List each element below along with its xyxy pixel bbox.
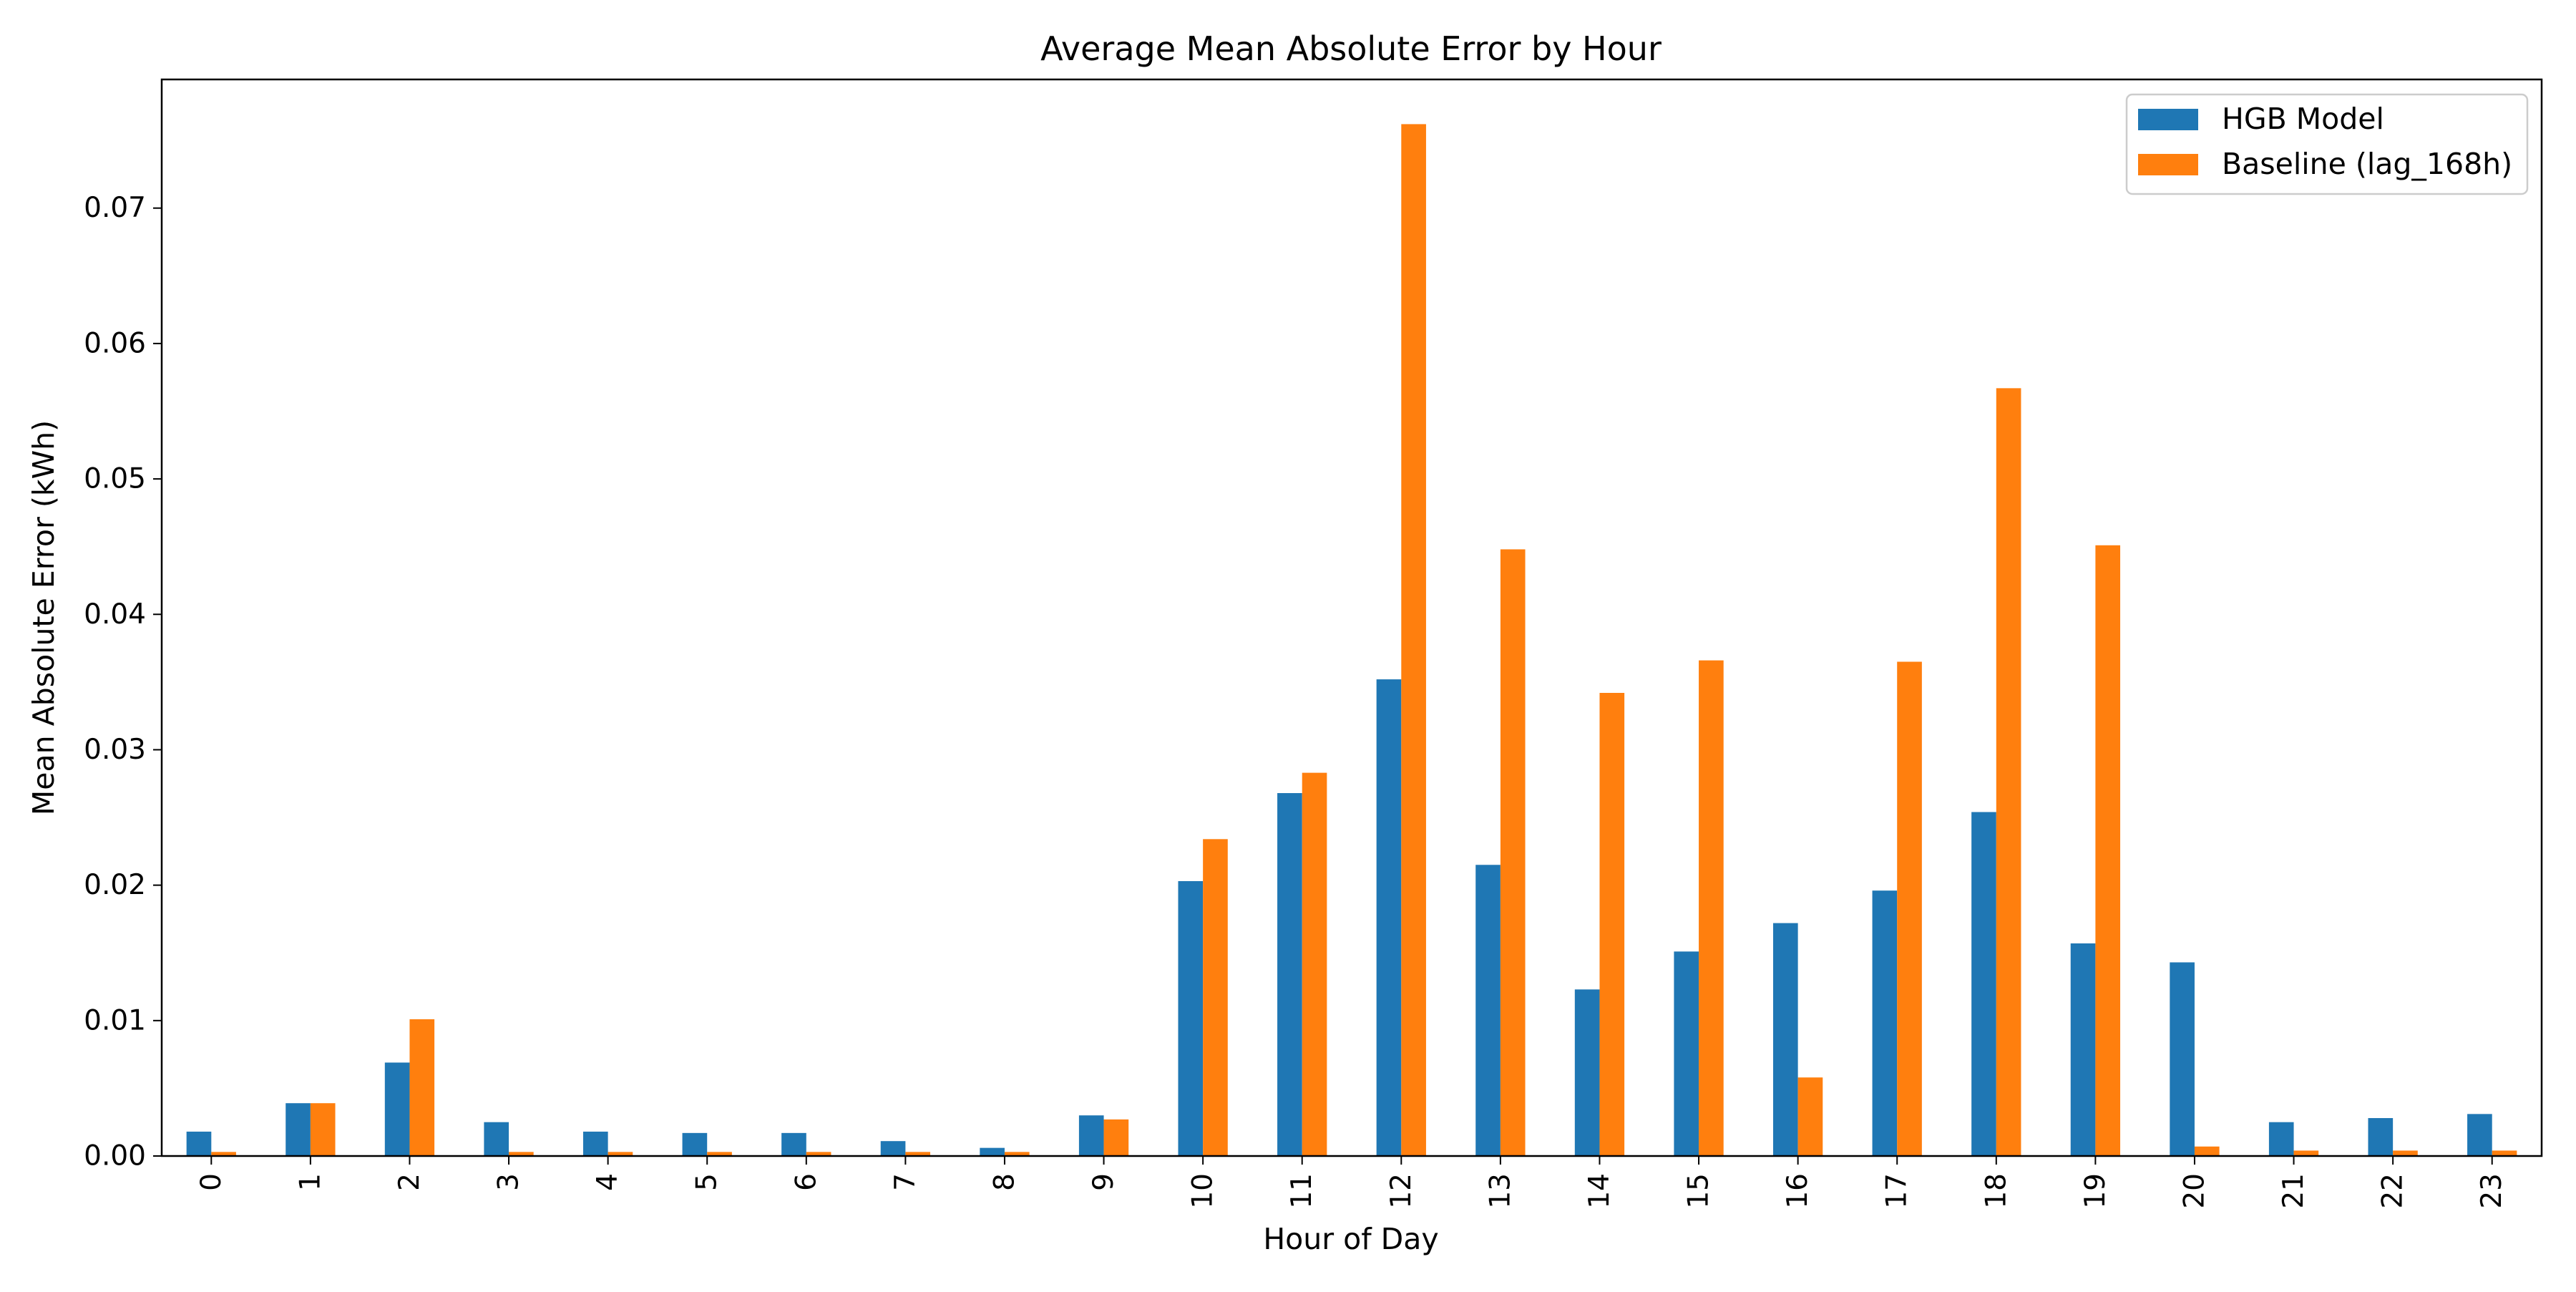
bar-baseline-hour-1 xyxy=(310,1103,336,1156)
bar-baseline-hour-0 xyxy=(211,1152,236,1156)
bar-baseline-hour-23 xyxy=(2492,1150,2517,1156)
x-tick-label: 16 xyxy=(1782,1173,1814,1209)
bar-baseline-hour-16 xyxy=(1797,1077,1823,1156)
bar-hgb-model-hour-4 xyxy=(582,1131,608,1156)
bar-hgb-model-hour-8 xyxy=(980,1147,1005,1156)
plot-frame xyxy=(160,78,2543,1157)
x-tick-label: 7 xyxy=(889,1173,922,1191)
bar-baseline-hour-19 xyxy=(2095,545,2121,1156)
chart-title: Average Mean Absolute Error by Hour xyxy=(1040,29,1662,68)
bar-baseline-hour-17 xyxy=(1897,661,1922,1156)
bar-baseline-hour-13 xyxy=(1500,549,1526,1156)
bar-baseline-hour-3 xyxy=(509,1152,534,1156)
legend-frame xyxy=(2125,93,2529,195)
x-tick-label: 19 xyxy=(2079,1173,2112,1209)
bar-baseline-hour-11 xyxy=(1302,772,1327,1156)
bar-baseline-hour-10 xyxy=(1203,839,1228,1156)
bar-hgb-model-hour-3 xyxy=(484,1122,509,1156)
y-tick-label: 0.03 xyxy=(84,734,146,766)
x-tick-label: 0 xyxy=(195,1173,228,1191)
x-tick-label: 20 xyxy=(2178,1173,2210,1209)
bar-hgb-model-hour-1 xyxy=(286,1103,311,1156)
x-tick-label: 9 xyxy=(1088,1173,1120,1191)
bar-hgb-model-hour-15 xyxy=(1674,951,1699,1156)
legend-swatch-hgb-model xyxy=(2138,109,2198,130)
legend: HGB Model Baseline (lag_168h) xyxy=(2125,93,2529,195)
bar-hgb-model-hour-19 xyxy=(2070,943,2096,1156)
bar-hgb-model-hour-20 xyxy=(2170,962,2195,1156)
bar-hgb-model-hour-18 xyxy=(1971,812,1996,1156)
bars-group xyxy=(186,124,2517,1157)
x-tick-label: 2 xyxy=(394,1173,426,1191)
x-tick-label: 13 xyxy=(1484,1173,1516,1209)
bar-baseline-hour-8 xyxy=(1004,1152,1030,1156)
bar-baseline-hour-4 xyxy=(608,1152,633,1156)
x-tick-label: 5 xyxy=(691,1173,723,1191)
bar-hgb-model-hour-9 xyxy=(1078,1115,1104,1156)
bar-hgb-model-hour-5 xyxy=(682,1132,708,1156)
bar-hgb-model-hour-23 xyxy=(2467,1114,2492,1156)
y-tick-label: 0.00 xyxy=(84,1140,146,1172)
bar-baseline-hour-20 xyxy=(2194,1146,2220,1156)
bar-baseline-hour-18 xyxy=(1996,388,2021,1156)
bar-hgb-model-hour-22 xyxy=(2368,1118,2394,1156)
legend-label-hgb-model: HGB Model xyxy=(2222,102,2384,136)
bar-hgb-model-hour-0 xyxy=(186,1131,212,1156)
y-tick-label: 0.04 xyxy=(84,598,146,631)
bar-hgb-model-hour-6 xyxy=(781,1132,806,1156)
bar-hgb-model-hour-16 xyxy=(1772,923,1798,1156)
bar-baseline-hour-2 xyxy=(409,1019,435,1156)
bar-hgb-model-hour-14 xyxy=(1574,989,1600,1156)
bar-baseline-hour-5 xyxy=(707,1152,732,1156)
bar-baseline-hour-22 xyxy=(2393,1150,2418,1156)
bar-hgb-model-hour-17 xyxy=(1872,890,1898,1156)
y-tick-label: 0.07 xyxy=(84,192,146,224)
x-tick-label: 23 xyxy=(2476,1173,2508,1209)
x-tick-label: 3 xyxy=(493,1173,525,1191)
y-tick-label: 0.02 xyxy=(84,869,146,901)
bar-hgb-model-hour-13 xyxy=(1475,865,1501,1156)
y-axis-label: Mean Absolute Error (kWh) xyxy=(26,420,61,815)
bar-hgb-model-hour-2 xyxy=(384,1062,410,1156)
x-tick-label: 8 xyxy=(988,1173,1020,1191)
y-tick-label: 0.05 xyxy=(84,463,146,495)
y-axis-ticks: 0.00 0.01 0.02 0.03 0.04 0.05 0.06 0.07 xyxy=(84,192,162,1172)
bar-baseline-hour-7 xyxy=(905,1152,931,1156)
bar-baseline-hour-14 xyxy=(1599,693,1625,1156)
x-axis-ticks: 0 1 2 3 4 5 6 7 8 9 10 11 12 13 14 15 16 17 18 19 20 21 22 23 xyxy=(195,1156,2508,1209)
bar-hgb-model-hour-10 xyxy=(1178,880,1204,1156)
bar-baseline-hour-6 xyxy=(806,1152,831,1156)
bar-hgb-model-hour-12 xyxy=(1376,679,1402,1156)
bar-baseline-hour-15 xyxy=(1699,660,1724,1156)
bar-baseline-hour-12 xyxy=(1401,124,1426,1157)
x-tick-label: 21 xyxy=(2278,1173,2310,1209)
x-tick-label: 10 xyxy=(1187,1173,1219,1209)
legend-swatch-baseline xyxy=(2138,154,2198,175)
bar-hgb-model-hour-7 xyxy=(880,1141,906,1156)
legend-label-baseline: Baseline (lag_168h) xyxy=(2222,147,2512,181)
y-tick-label: 0.06 xyxy=(84,327,146,359)
x-tick-label: 14 xyxy=(1584,1173,1616,1209)
bar-baseline-hour-9 xyxy=(1103,1119,1129,1156)
x-tick-label: 22 xyxy=(2377,1173,2409,1209)
bar-hgb-model-hour-21 xyxy=(2268,1122,2294,1156)
bar-baseline-hour-21 xyxy=(2293,1150,2319,1156)
x-tick-label: 6 xyxy=(790,1173,822,1191)
x-tick-label: 18 xyxy=(1980,1173,2012,1209)
bar-hgb-model-hour-11 xyxy=(1277,792,1302,1156)
x-tick-label: 15 xyxy=(1683,1173,1715,1209)
x-tick-label: 11 xyxy=(1286,1173,1318,1209)
x-tick-label: 1 xyxy=(294,1173,326,1191)
x-tick-label: 4 xyxy=(592,1173,624,1191)
x-tick-label: 17 xyxy=(1881,1173,1913,1209)
x-axis-label: Hour of Day xyxy=(1263,1222,1438,1256)
x-tick-label: 12 xyxy=(1385,1173,1418,1209)
y-tick-label: 0.01 xyxy=(84,1004,146,1036)
